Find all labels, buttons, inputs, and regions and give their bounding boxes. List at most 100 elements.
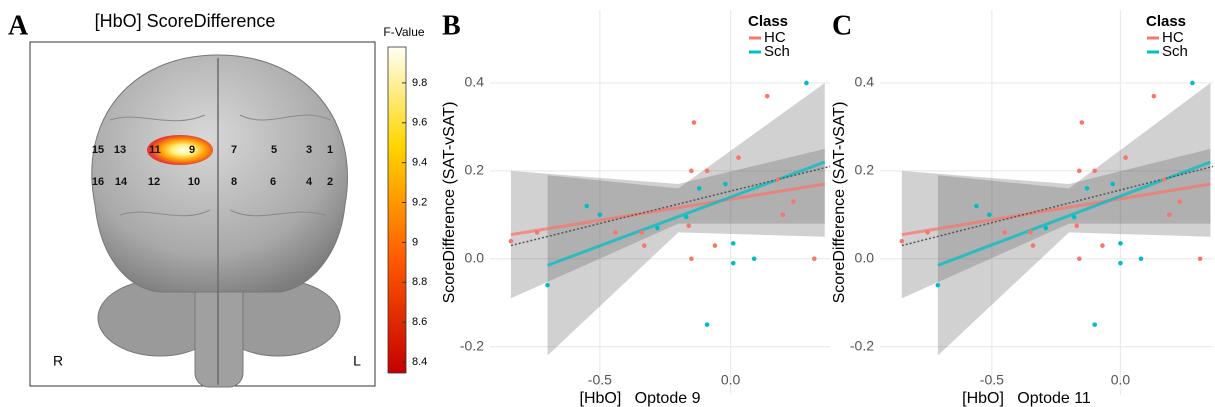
y-tick-label: 0.0 — [855, 249, 875, 265]
optode-label: 10 — [188, 176, 200, 188]
point — [712, 243, 718, 248]
panel-letter: C — [832, 10, 852, 41]
point — [723, 181, 728, 187]
x-tick-label: 0.0 — [721, 372, 741, 388]
point — [1123, 155, 1128, 160]
panel-letter: B — [442, 10, 461, 41]
point — [597, 212, 603, 218]
legend-label: Sch — [1162, 43, 1188, 60]
y-tick-label: 0.4 — [465, 74, 485, 90]
point — [1197, 256, 1203, 262]
point — [1110, 181, 1116, 187]
colorbar-tick-label: 9.2 — [412, 196, 427, 208]
point — [1118, 260, 1123, 266]
optode-label: 13 — [114, 144, 126, 156]
y-tick-label: 0.2 — [855, 162, 875, 178]
brain — [91, 54, 348, 388]
point — [1092, 322, 1098, 327]
overall-fit-line — [901, 165, 1214, 247]
confidence-band — [901, 148, 1211, 299]
y-tick-label: 0.4 — [855, 74, 875, 90]
point — [935, 282, 941, 288]
point — [751, 256, 757, 262]
chart-title: [HbO] ScoreDifference — [95, 11, 276, 31]
point — [764, 93, 770, 99]
point — [791, 199, 796, 204]
point — [642, 243, 647, 248]
optode-label: 6 — [270, 176, 276, 188]
colorbar-tick-label: 9.8 — [412, 77, 427, 89]
optode-label: 12 — [148, 176, 160, 188]
optode-label: 16 — [92, 176, 104, 188]
colorbar-tick-label: 8.6 — [412, 316, 427, 328]
point — [812, 256, 817, 262]
point — [925, 230, 930, 235]
optode-label: 15 — [92, 144, 104, 156]
y-tick-label: 0.2 — [465, 162, 485, 178]
point — [508, 238, 514, 244]
point — [775, 177, 780, 182]
optode-label: 1 — [327, 144, 333, 156]
x-tick-label: -0.5 — [980, 372, 1004, 388]
fit-line — [901, 182, 1211, 237]
optode-label: 7 — [231, 144, 237, 156]
point — [1074, 223, 1080, 229]
point — [704, 168, 710, 174]
point — [736, 155, 741, 160]
colorbar-tick-label: 9.6 — [412, 117, 427, 129]
colorbar-tick-label: 8.4 — [412, 356, 427, 368]
x-axis-title: [HbO] Optode 11 — [962, 390, 1091, 407]
point — [704, 322, 710, 327]
point — [899, 238, 905, 244]
x-axis-title: [HbO] Optode 9 — [580, 390, 701, 407]
optode-label: 9 — [189, 144, 195, 156]
optode-label: 11 — [149, 144, 161, 156]
x-tick-label: -0.5 — [588, 372, 612, 388]
side-label: L — [353, 353, 361, 369]
point — [1030, 243, 1036, 248]
y-axis-title: ScoreDifference (SAT-vSAT) — [831, 102, 848, 304]
y-tick-label: -0.2 — [460, 337, 484, 353]
point — [1002, 230, 1008, 235]
point — [1043, 225, 1049, 231]
point — [804, 80, 809, 86]
legend-label: HC — [1162, 29, 1184, 46]
point — [1100, 243, 1105, 248]
point — [534, 230, 540, 235]
colorbar — [387, 46, 407, 374]
side-label: R — [53, 353, 63, 369]
legend-title: Class — [748, 13, 788, 30]
point — [639, 230, 644, 235]
point — [545, 282, 550, 288]
colorbar-tick-label: 8.8 — [412, 276, 427, 288]
optode-label: 2 — [327, 176, 333, 188]
point — [986, 212, 992, 218]
point — [689, 168, 694, 174]
colorbar-tick-label: 9.4 — [412, 157, 427, 169]
point — [1190, 80, 1195, 86]
point — [730, 241, 736, 246]
y-tick-label: 0.0 — [465, 249, 485, 265]
optode-label: 4 — [306, 176, 313, 188]
point — [1092, 168, 1098, 174]
point — [1071, 214, 1077, 220]
legend-label: Sch — [764, 43, 790, 60]
point — [1084, 186, 1090, 191]
point — [613, 230, 618, 235]
optode-label: 3 — [306, 144, 312, 156]
y-axis-title: ScoreDifference (SAT-vSAT) — [441, 102, 458, 304]
panel-letter: A — [8, 10, 29, 41]
point — [730, 260, 736, 266]
point — [1079, 120, 1085, 125]
colorbar-label: F-Value — [383, 25, 424, 39]
point — [655, 225, 660, 231]
optode-label: 5 — [271, 144, 277, 156]
point — [696, 186, 702, 191]
point — [1076, 256, 1082, 262]
point — [1166, 212, 1172, 218]
point — [1138, 256, 1144, 262]
legend-title: Class — [1146, 13, 1186, 30]
point — [689, 256, 694, 262]
